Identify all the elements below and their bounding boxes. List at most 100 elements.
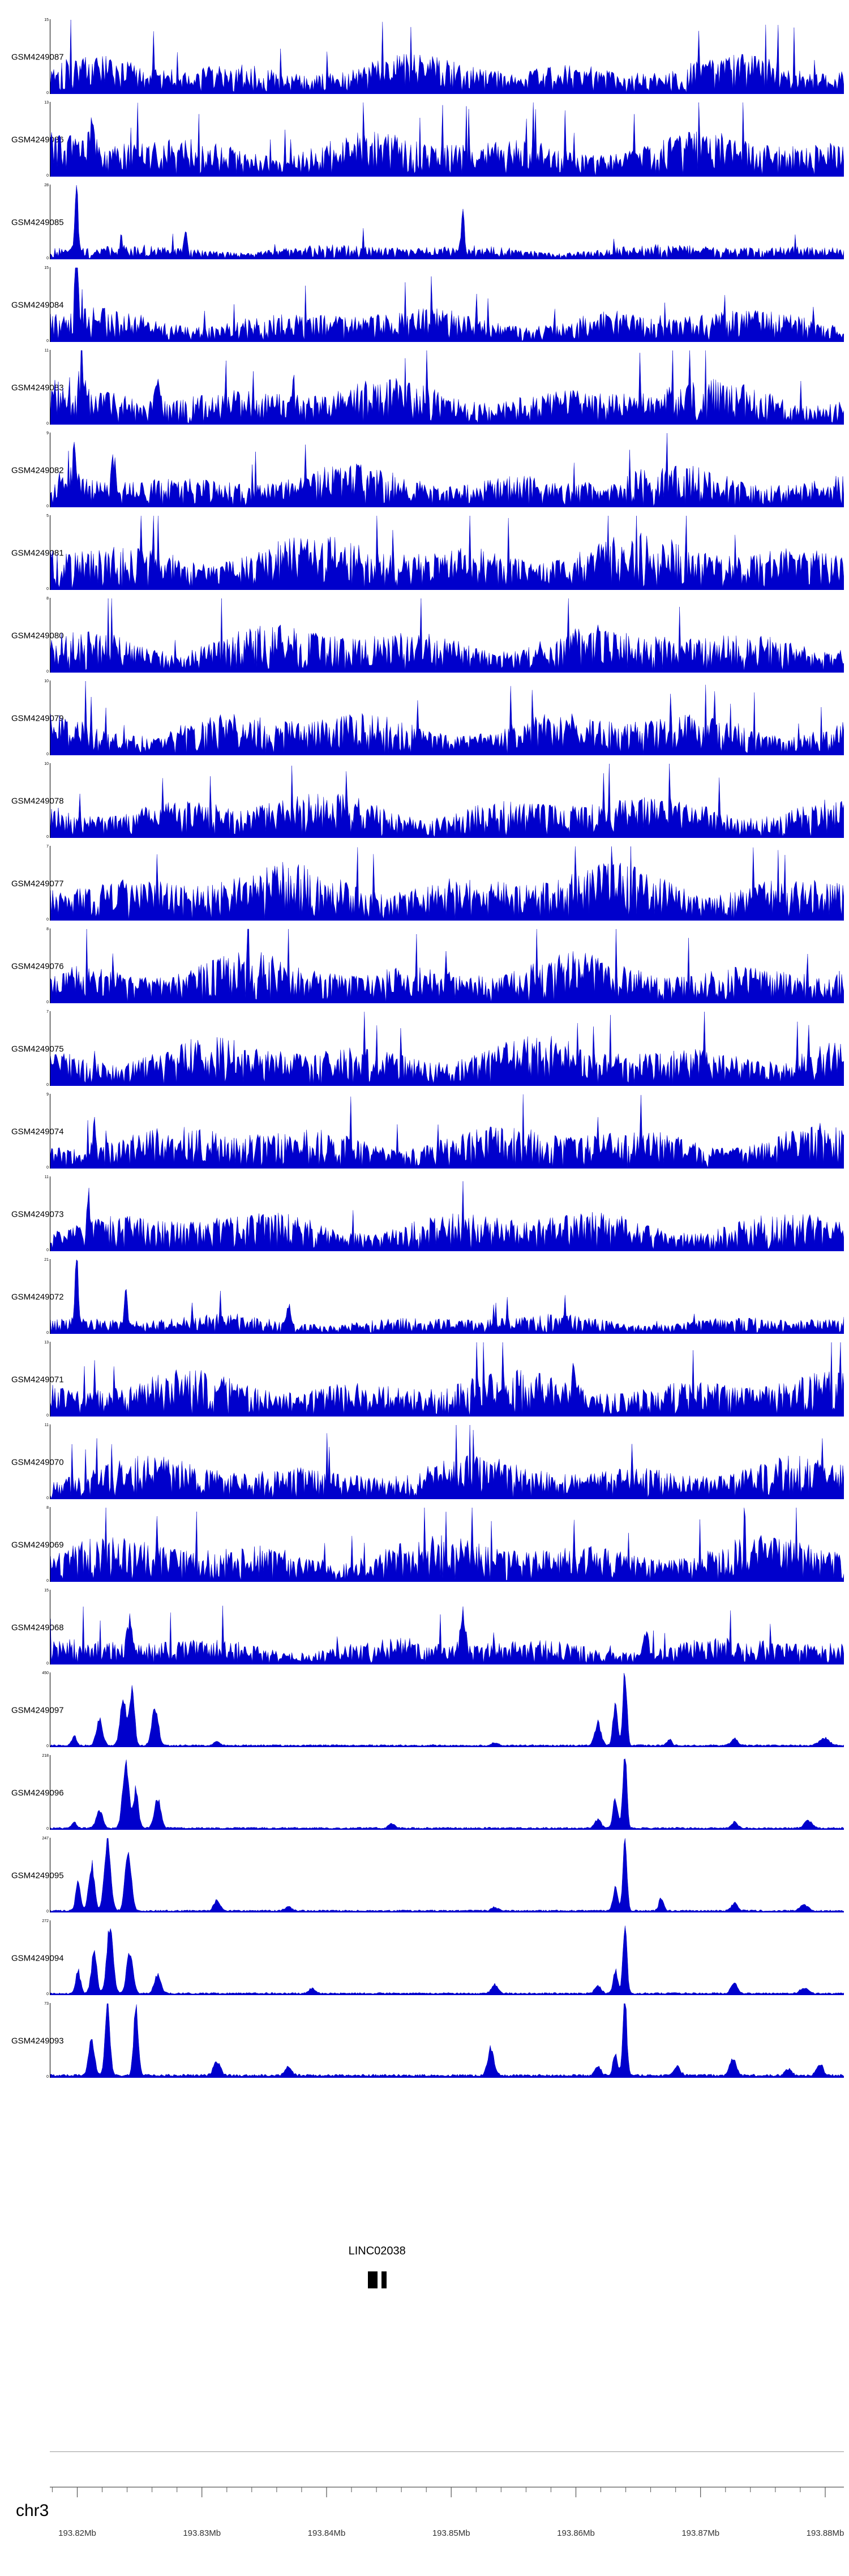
track-ymin-label: 0: [46, 1083, 49, 1087]
track-label: GSM4249070: [11, 1457, 64, 1467]
axis-tick-label: 193.87Mb: [681, 2528, 720, 2538]
track-label: GSM4249095: [11, 1871, 64, 1881]
track-ymax-label: 28: [44, 183, 49, 187]
track-label: GSM4249087: [11, 52, 64, 62]
track-plot: 8 0: [46, 927, 844, 1004]
coverage-signal: [50, 1259, 844, 1334]
track-ymin-label: 0: [46, 1744, 49, 1748]
axis-tick-label: 193.86Mb: [557, 2528, 595, 2538]
track-row: GSM4249069 8 0: [0, 1504, 849, 1586]
track-row: GSM4249074 9 0: [0, 1090, 849, 1173]
track-row: GSM4249073 11 0: [0, 1173, 849, 1256]
track-plot: 15 0: [44, 18, 844, 95]
coverage-signal: [50, 1758, 844, 1830]
chromosome-ideogram-line: [50, 2451, 844, 2452]
track-ymax-label: 247: [42, 1837, 49, 1841]
track-plot: 11 0: [45, 1175, 844, 1252]
track-ymax-label: 21: [44, 1258, 49, 1262]
track-plot: 13 0: [44, 1341, 844, 1418]
track-row: GSM4249071 13 0: [0, 1338, 849, 1421]
track-ymin-label: 0: [46, 1414, 49, 1418]
track-ymin-label: 0: [46, 339, 49, 343]
track-label: GSM4249085: [11, 217, 64, 228]
coverage-signal: [50, 1507, 844, 1582]
axis-tick-labels: 193.82Mb 193.83Mb 193.84Mb 193.85Mb 193.86Mb…: [50, 2528, 844, 2541]
track-plot: 450 0: [42, 1671, 844, 1748]
track-row: GSM4249093 73 0: [0, 2000, 849, 2082]
track-ymin-label: 0: [46, 1166, 49, 1170]
coverage-signal: [50, 1342, 844, 1417]
coverage-signal: [50, 433, 844, 507]
track-row: GSM4249085 28 0: [0, 181, 849, 264]
genome-ruler: [50, 2487, 844, 2497]
track-ymax-label: 73: [44, 2002, 49, 2006]
track-row: GSM4249086 13 0: [0, 99, 849, 181]
track-row: GSM4249077 7 0: [0, 842, 849, 925]
track-row: GSM4249080 8 0: [0, 594, 849, 677]
track-plot: 73 0: [44, 2002, 844, 2079]
track-ymax-label: 9: [46, 431, 49, 435]
track-plot: 218 0: [42, 1754, 844, 1831]
track-plot: 9 0: [46, 1093, 844, 1170]
track-ymin-label: 0: [46, 1496, 49, 1500]
track-row: GSM4249070 11 0: [0, 1421, 849, 1504]
coverage-signal: [50, 1838, 844, 1912]
gene-exon: [367, 2271, 378, 2288]
track-label: GSM4249078: [11, 796, 64, 806]
coverage-signal: [50, 102, 844, 177]
track-ymin-label: 0: [46, 1910, 49, 1914]
track-label: GSM4249073: [11, 1209, 64, 1219]
track-plot: 13 0: [44, 101, 844, 178]
coverage-signal: [50, 681, 844, 755]
track-label: GSM4249071: [11, 1375, 64, 1385]
track-label: GSM4249084: [11, 300, 64, 310]
track-ymin-label: 0: [46, 1000, 49, 1004]
track-ymin-label: 0: [46, 1331, 49, 1335]
track-ymin-label: 0: [46, 91, 49, 95]
track-ymax-label: 15: [44, 266, 49, 270]
track-ymin-label: 0: [46, 174, 49, 178]
track-plot: 7 0: [46, 845, 844, 922]
track-ymax-label: 7: [46, 1010, 49, 1014]
track-label: GSM4249094: [11, 1953, 64, 1963]
track-row: GSM4249094 272 0: [0, 1917, 849, 2000]
track-plot: 247 0: [42, 1837, 844, 1914]
axis-tick-label: 193.83Mb: [183, 2528, 221, 2538]
track-ymin-label: 0: [46, 1827, 49, 1831]
track-label: GSM4249093: [11, 2036, 64, 2046]
axis-tick-label: 193.88Mb: [806, 2528, 844, 2538]
track-row: GSM4249075 7 0: [0, 1008, 849, 1090]
track-ymin-label: 0: [46, 1248, 49, 1252]
axis-tick-label: 193.85Mb: [432, 2528, 470, 2538]
track-label: GSM4249083: [11, 383, 64, 393]
gene-exon: [381, 2271, 387, 2288]
track-row: GSM4249068 15 0: [0, 1586, 849, 1669]
track-plot: 9 0: [46, 431, 844, 508]
track-ymax-label: 11: [44, 1175, 49, 1179]
track-row: GSM4249082 9 0: [0, 429, 849, 512]
coverage-signal: [50, 2003, 844, 2078]
track-label: GSM4249074: [11, 1127, 64, 1137]
coverage-signal: [50, 515, 844, 590]
track-plot: 15 0: [44, 266, 844, 343]
track-ymax-label: 10: [44, 679, 49, 683]
track-row: GSM4249083 11 0: [0, 346, 849, 429]
track-ymin-label: 0: [46, 504, 49, 508]
track-ymin-label: 0: [46, 752, 49, 756]
track-ymax-label: 13: [44, 1341, 49, 1345]
track-plot: 8 0: [46, 1506, 844, 1583]
track-label: GSM4249069: [11, 1540, 64, 1550]
coverage-signal: [50, 185, 844, 259]
track-ymax-label: 8: [46, 1506, 49, 1510]
track-ymin-label: 0: [46, 422, 49, 426]
track-row: GSM4249076 8 0: [0, 925, 849, 1008]
track-ymax-label: 10: [44, 762, 49, 766]
track-label: GSM4249077: [11, 879, 64, 889]
coverage-signal: [50, 1181, 844, 1251]
axis-tick-label: 193.84Mb: [307, 2528, 346, 2538]
track-ymin-label: 0: [46, 918, 49, 922]
track-label: GSM4249072: [11, 1292, 64, 1302]
track-label: GSM4249082: [11, 465, 64, 476]
track-label: GSM4249076: [11, 961, 64, 972]
